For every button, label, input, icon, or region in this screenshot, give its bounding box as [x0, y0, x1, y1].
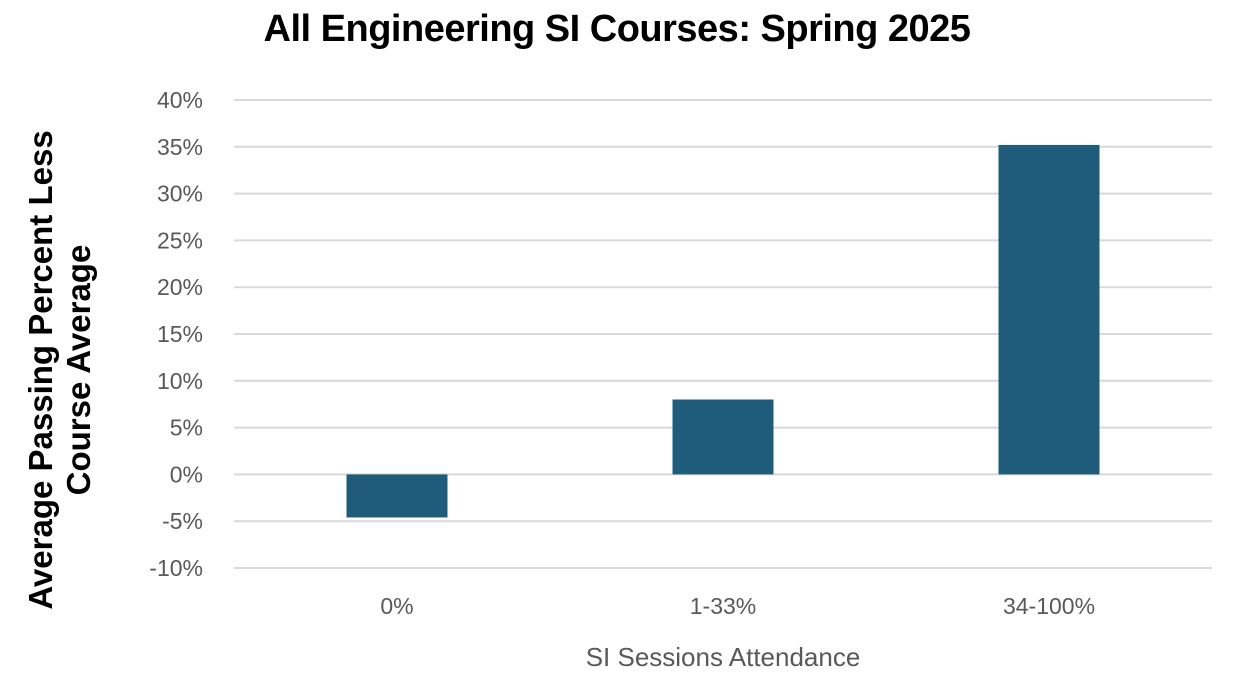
- x-tick-label: 34-100%: [1003, 593, 1095, 619]
- y-tick-label: 15%: [157, 321, 203, 347]
- x-tick-label: 1-33%: [690, 593, 756, 619]
- bar: [346, 474, 448, 518]
- bar: [672, 399, 774, 475]
- y-tick-label: 20%: [157, 274, 203, 300]
- y-tick-label: 35%: [157, 134, 203, 160]
- y-tick-label: -5%: [162, 508, 203, 534]
- y-tick-label: 40%: [157, 87, 203, 113]
- y-tick-label: 5%: [170, 415, 203, 441]
- chart-title: All Engineering SI Courses: Spring 2025: [263, 8, 971, 50]
- x-tick-label: 0%: [380, 593, 413, 619]
- y-tick-label: 0%: [170, 461, 203, 487]
- y-tick-label: 25%: [157, 227, 203, 253]
- y-tick-label: 30%: [157, 181, 203, 207]
- y-tick-label: 10%: [157, 368, 203, 394]
- x-axis-label: SI Sessions Attendance: [585, 642, 861, 672]
- bar: [998, 144, 1100, 475]
- y-tick-label: -10%: [149, 555, 203, 581]
